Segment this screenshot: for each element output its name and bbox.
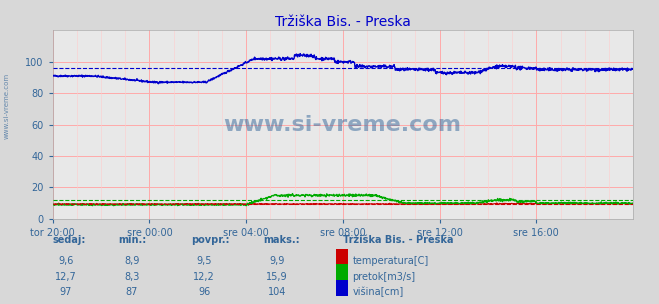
Text: www.si-vreme.com: www.si-vreme.com <box>3 73 9 140</box>
Text: 9,9: 9,9 <box>269 257 285 267</box>
Text: 8,9: 8,9 <box>124 257 140 267</box>
Text: 9,6: 9,6 <box>58 257 74 267</box>
Text: Tržiška Bis. - Preska: Tržiška Bis. - Preska <box>343 235 453 245</box>
Text: 97: 97 <box>60 287 72 297</box>
Text: 12,2: 12,2 <box>193 272 215 282</box>
Title: Tržiška Bis. - Preska: Tržiška Bis. - Preska <box>275 15 411 29</box>
Text: 8,3: 8,3 <box>124 272 140 282</box>
Text: temperatura[C]: temperatura[C] <box>353 257 429 266</box>
Text: 87: 87 <box>126 287 138 297</box>
Text: www.si-vreme.com: www.si-vreme.com <box>223 115 462 135</box>
Text: 12,7: 12,7 <box>55 272 77 282</box>
Text: 9,5: 9,5 <box>196 257 212 267</box>
Text: povpr.:: povpr.: <box>191 235 229 245</box>
Text: višina[cm]: višina[cm] <box>353 287 404 297</box>
Text: pretok[m3/s]: pretok[m3/s] <box>353 272 416 282</box>
Text: 96: 96 <box>198 287 210 297</box>
Text: 15,9: 15,9 <box>266 272 287 282</box>
Text: maks.:: maks.: <box>264 235 301 245</box>
Text: sedaj:: sedaj: <box>53 235 86 245</box>
Text: min.:: min.: <box>119 235 147 245</box>
Text: 104: 104 <box>268 287 286 297</box>
